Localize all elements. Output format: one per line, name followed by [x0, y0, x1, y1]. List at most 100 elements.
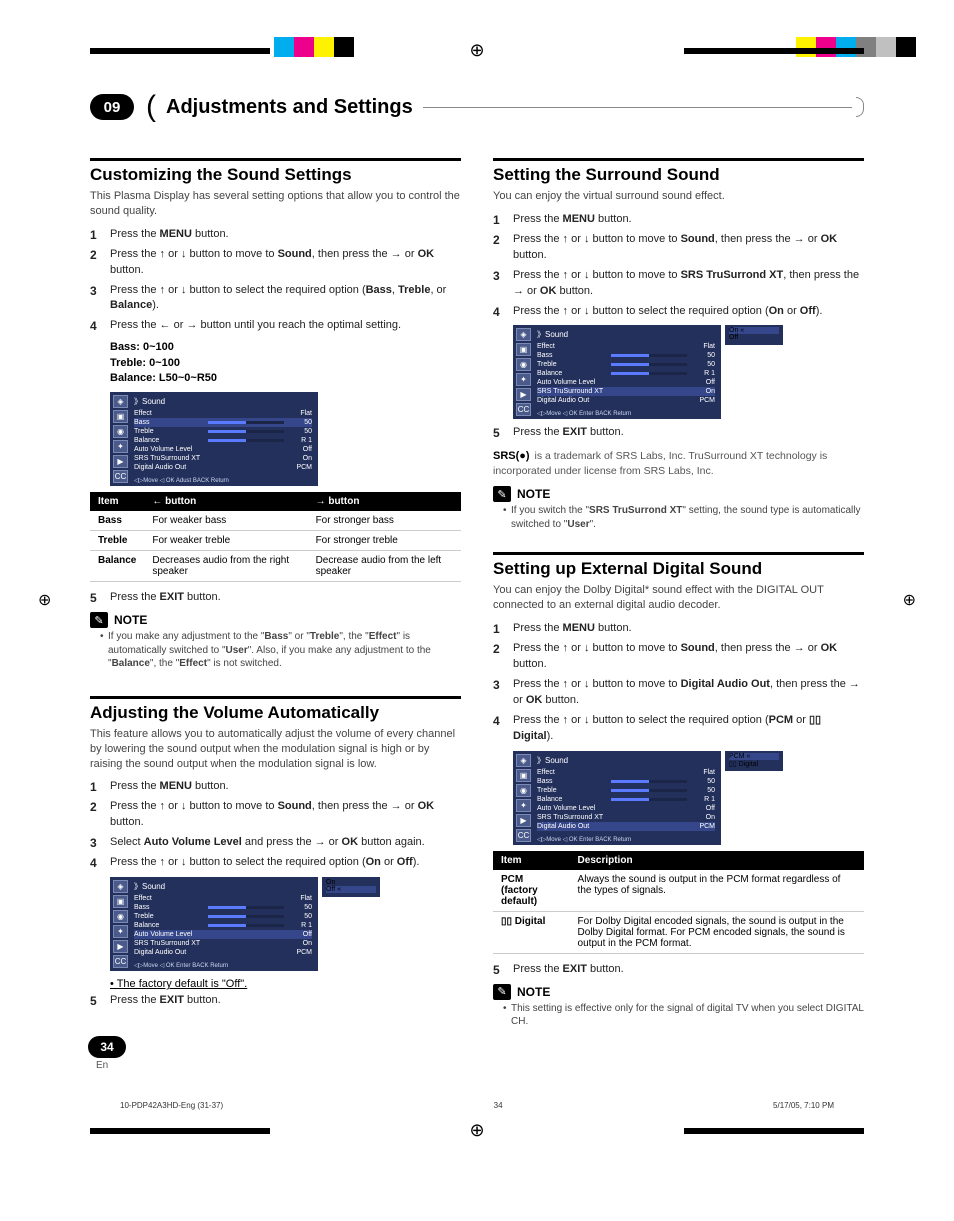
table-cell: Balance: [90, 551, 144, 582]
table-cell: For stronger treble: [308, 531, 461, 551]
steps-list: 1Press the MENU button. 2Press the ↑ or ↓…: [90, 227, 461, 335]
step-5: 5Press the EXIT button.: [493, 962, 864, 978]
section-rule: [493, 158, 864, 161]
digital-audio-table: ItemDescriptionPCM (factory default)Alwa…: [493, 851, 864, 954]
left-column: Customizing the Sound Settings This Plas…: [90, 158, 461, 1071]
step-1: 1Press the MENU button.: [493, 212, 864, 228]
section-title-digital-sound: Setting up External Digital Sound: [493, 559, 864, 579]
steps-list-cont: 5Press the EXIT button.: [493, 962, 864, 978]
note-item: If you switch the "SRS TruSurrond XT" se…: [503, 504, 864, 531]
steps-list-cont: 5Press the EXIT button.: [493, 425, 864, 441]
osd-side-options: On «Off: [725, 325, 783, 345]
crop-bar-left: [90, 48, 270, 54]
step-1: 1Press the MENU button.: [493, 621, 864, 637]
osd-screenshot-auto-volume: ◈▣◉✦▶CC》SoundEffectFlatBass50Treble50Bal…: [110, 877, 318, 971]
note-icon: ✎: [493, 486, 511, 502]
note-label: NOTE: [114, 613, 147, 627]
chapter-bracket: (: [146, 90, 156, 124]
note-label: NOTE: [517, 985, 550, 999]
srs-logo: SRS(●): [493, 450, 530, 462]
page-number-block: 34 En: [90, 1036, 461, 1071]
chapter-number-badge: 09: [90, 94, 134, 120]
crop-marks-top: ⊕: [0, 40, 954, 60]
step-2: 2Press the ↑ or ↓ button to move to Soun…: [90, 799, 461, 831]
note-heading: ✎ NOTE: [493, 486, 864, 502]
registration-mark-left: ⊕: [38, 590, 51, 610]
table-row: TrebleFor weaker trebleFor stronger treb…: [90, 531, 461, 551]
chapter-heading: 09 ( Adjustments and Settings: [90, 90, 864, 124]
step-4: 4Press the ↑ or ↓ button to select the r…: [493, 713, 864, 745]
table-cell: Bass: [90, 511, 144, 531]
registration-mark-top: ⊕: [469, 40, 484, 61]
table-row: BalanceDecreases audio from the right sp…: [90, 551, 461, 582]
step-1: 1Press the MENU button.: [90, 227, 461, 243]
note-list: If you switch the "SRS TruSurrond XT" se…: [493, 504, 864, 531]
steps-list-cont: 5Press the EXIT button.: [90, 993, 461, 1009]
footer-timestamp: 5/17/05, 7:10 PM: [773, 1101, 834, 1110]
table-header: → button: [308, 492, 461, 511]
step-5: 5Press the EXIT button.: [90, 590, 461, 606]
step-3: 3Press the ↑ or ↓ button to move to SRS …: [493, 268, 864, 300]
osd-wrap: ◈▣◉✦▶CC》SoundEffectFlatBass50Treble50Bal…: [513, 751, 864, 845]
page-lang: En: [96, 1060, 461, 1071]
page-number-badge: 34: [88, 1036, 126, 1058]
srs-trademark-note: SRS(●) is a trademark of SRS Labs, Inc. …: [493, 449, 864, 478]
note-icon: ✎: [493, 984, 511, 1000]
section-title-surround: Setting the Surround Sound: [493, 165, 864, 185]
two-column-layout: Customizing the Sound Settings This Plas…: [90, 158, 864, 1071]
steps-list-cont: 5Press the EXIT button.: [90, 590, 461, 606]
table-cell: ▯▯ Digital: [493, 911, 570, 953]
chapter-rule-cap: [856, 97, 864, 117]
table-cell: For stronger bass: [308, 511, 461, 531]
chapter-rule: [423, 107, 852, 108]
steps-list: 1Press the MENU button. 2Press the ↑ or ↓…: [90, 779, 461, 871]
crop-bar-right: [684, 48, 864, 54]
section-title-customizing: Customizing the Sound Settings: [90, 165, 461, 185]
section-rule: [90, 696, 461, 699]
osd-screenshot-srs: ◈▣◉✦▶CC》SoundEffectFlatBass50Treble50Bal…: [513, 325, 721, 419]
step-1: 1Press the MENU button.: [90, 779, 461, 795]
crop-bar-right: [684, 1128, 864, 1134]
srs-text: is a trademark of SRS Labs, Inc. TruSurr…: [493, 450, 827, 477]
note-heading: ✎ NOTE: [493, 984, 864, 1000]
crop-marks-bottom: ⊕: [0, 1120, 954, 1140]
right-column: Setting the Surround Sound You can enjoy…: [493, 158, 864, 1071]
note-item: If you make any adjustment to the "Bass"…: [100, 630, 461, 671]
crop-bar-left: [90, 1128, 270, 1134]
section-intro: You can enjoy the virtual surround sound…: [493, 189, 864, 204]
step-3: 3Select Auto Volume Level and press the …: [90, 835, 461, 851]
table-header: Item: [493, 851, 570, 870]
registration-mark-right: ⊕: [903, 590, 916, 610]
table-cell: Treble: [90, 531, 144, 551]
osd-wrap: ◈▣◉✦▶CC》SoundEffectFlatBass50Treble50Bal…: [110, 877, 461, 971]
step-2: 2Press the ↑ or ↓ button to move to Soun…: [493, 232, 864, 264]
page: ⊕ ⊕ ⊕ 09 ( Adjustments and Settings Cust…: [0, 0, 954, 1180]
chapter-title: Adjustments and Settings: [166, 96, 413, 119]
step-5: 5Press the EXIT button.: [90, 993, 461, 1009]
table-cell: Always the sound is output in the PCM fo…: [570, 870, 864, 912]
section-intro: This feature allows you to automatically…: [90, 727, 461, 772]
note-heading: ✎ NOTE: [90, 612, 461, 628]
table-cell: For weaker bass: [144, 511, 307, 531]
footer-meta: 10-PDP42A3HD-Eng (31-37) 34 5/17/05, 7:1…: [0, 1081, 954, 1110]
table-cell: For weaker treble: [144, 531, 307, 551]
osd-wrap: ◈▣◉✦▶CC》SoundEffectFlatBass50Treble50Bal…: [513, 325, 864, 419]
footer-page: 34: [494, 1101, 503, 1110]
step-3: 3Press the ↑ or ↓ button to select the r…: [90, 283, 461, 315]
footer-filename: 10-PDP42A3HD-Eng (31-37): [120, 1101, 223, 1110]
note-item: This setting is effective only for the s…: [503, 1002, 864, 1029]
osd-screenshot-digital-out: ◈▣◉✦▶CC》SoundEffectFlatBass50Treble50Bal…: [513, 751, 721, 845]
table-header: ← button: [144, 492, 307, 511]
osd-side-options: PCM «▯▯ Digital: [725, 751, 783, 771]
note-list: This setting is effective only for the s…: [493, 1002, 864, 1029]
step-2: 2Press the ↑ or ↓ button to move to Soun…: [90, 247, 461, 279]
color-bars-left: [274, 37, 354, 57]
section-rule: [90, 158, 461, 161]
section-rule: [493, 552, 864, 555]
osd-screenshot-sound-bass: ◈▣◉✦▶CC》SoundEffectFlatBass50Treble50Bal…: [110, 392, 318, 486]
note-icon: ✎: [90, 612, 108, 628]
bass-treble-balance-table: Item← button→ buttonBassFor weaker bassF…: [90, 492, 461, 582]
registration-mark-bottom: ⊕: [469, 1120, 484, 1141]
step-3: 3Press the ↑ or ↓ button to move to Digi…: [493, 677, 864, 709]
section-title-auto-volume: Adjusting the Volume Automatically: [90, 703, 461, 723]
